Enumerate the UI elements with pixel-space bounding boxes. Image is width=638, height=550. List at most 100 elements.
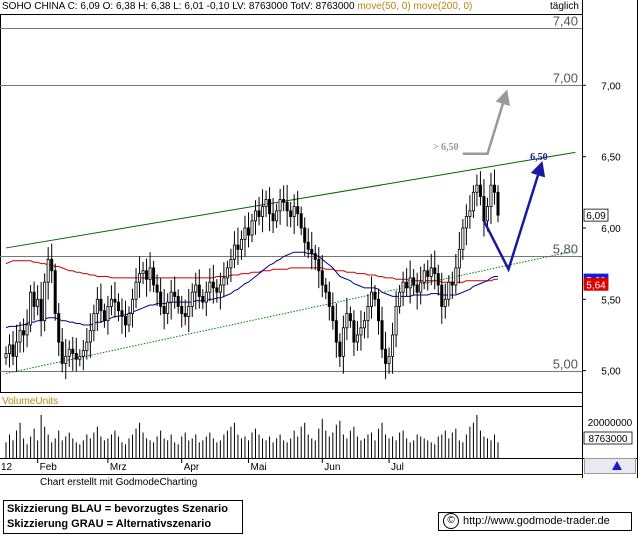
source-link-box[interactable]: © http://www.godmode-trader.de	[438, 512, 632, 531]
volume-current-label: 8763000	[589, 434, 628, 445]
candle-body	[433, 267, 437, 275]
trendline-lower	[5, 250, 576, 374]
candle-body	[257, 210, 261, 217]
candle-body	[313, 253, 317, 260]
candle-body	[415, 284, 419, 293]
candle-body	[208, 281, 212, 293]
candle-body	[102, 310, 106, 322]
volume-scale-label: 20000000	[588, 418, 633, 429]
candle-body	[15, 341, 19, 357]
horizontal-level-label: 5,80	[553, 242, 578, 257]
candle-body	[464, 216, 468, 229]
x-month-label: Mrz	[110, 462, 127, 473]
candle-body	[246, 227, 250, 236]
volume-current-box	[583, 431, 633, 445]
candle-body	[134, 281, 138, 300]
candle-body	[222, 277, 226, 286]
y-tick-label: 7,00	[601, 81, 621, 92]
candle-body	[296, 206, 300, 215]
high-value: H: 6,38	[138, 1, 171, 12]
candle-body	[127, 313, 131, 326]
triangle-icon	[612, 461, 622, 470]
candle-body	[194, 284, 198, 293]
candle-body	[106, 306, 110, 322]
candle-body	[450, 281, 454, 286]
candle-body	[440, 284, 444, 307]
price-tag-label: 6,09	[586, 211, 606, 222]
y-tick-label: 5,00	[601, 367, 621, 378]
candle-body	[485, 206, 489, 222]
candle-body	[159, 291, 163, 307]
candle-body	[120, 310, 124, 317]
candle-body	[348, 313, 352, 322]
candle-body	[180, 306, 184, 314]
candle-body	[436, 273, 440, 286]
open-value: O: 6,38	[102, 1, 136, 12]
candle-body	[341, 327, 345, 357]
candle-body	[141, 270, 145, 275]
candle-body	[327, 291, 331, 307]
candle-body	[74, 353, 78, 360]
scenario-arrow-blau	[482, 160, 546, 273]
candle-body	[18, 330, 22, 343]
candle-body	[32, 291, 36, 307]
candle-body	[387, 355, 391, 364]
candle-body	[478, 184, 482, 197]
candle-body	[457, 248, 461, 269]
candle-body	[324, 284, 328, 293]
note-grey-scenario: Skizzierung GRAU = Alternativszenario	[7, 518, 212, 530]
ma200-line	[5, 260, 498, 283]
candle-body	[197, 284, 201, 297]
candle-body	[225, 267, 229, 279]
candle-body	[78, 355, 82, 360]
scenario-label-blau: 6,50	[530, 152, 548, 163]
candle-body	[268, 199, 272, 215]
candle-body	[475, 184, 479, 193]
price-tag-label: 5,64	[586, 280, 606, 291]
moving-average-legend: move(50, 0) move(200, 0)	[357, 1, 473, 12]
candle-body	[352, 320, 356, 343]
scenario-label-grau: > 6,50	[433, 142, 459, 153]
candle-body	[190, 291, 194, 307]
candle-body	[264, 199, 268, 207]
candle-body	[377, 298, 381, 322]
candle-body	[243, 227, 247, 240]
candle-body	[53, 270, 57, 314]
candle-body	[496, 191, 500, 216]
candle-body	[11, 344, 15, 357]
horizontal-level-label: 5,00	[553, 357, 578, 372]
candle-body	[461, 227, 465, 250]
candle-body	[239, 238, 243, 250]
source-url[interactable]: http://www.godmode-trader.de	[463, 515, 610, 527]
candle-body	[384, 348, 388, 364]
candle-body	[285, 201, 289, 212]
candle-body	[391, 334, 395, 357]
chart-menu-button[interactable]	[584, 458, 636, 474]
chart-header: SOHO CHINA C: 6,09 O: 6,38 H: 6,38 L: 6,…	[2, 1, 472, 12]
candle-body	[4, 353, 8, 359]
candle-body	[155, 284, 159, 293]
candle-body	[380, 320, 384, 350]
candle-body	[359, 327, 363, 336]
candle-body	[113, 298, 117, 303]
candle-body	[236, 244, 240, 250]
candle-body	[292, 206, 296, 217]
candle-body	[201, 296, 205, 303]
y-tick-label: 5,50	[601, 295, 621, 306]
candle-body	[22, 330, 26, 336]
horizontal-level-label: 7,00	[553, 71, 578, 86]
x-month-label: Jun	[324, 462, 340, 473]
candle-body	[394, 306, 398, 336]
candle-body	[320, 270, 324, 286]
candle-body	[303, 227, 307, 243]
candle-body	[116, 301, 120, 312]
symbol-name: SOHO CHINA	[2, 1, 65, 12]
candle-body	[468, 210, 472, 217]
candle-body	[85, 341, 89, 352]
candle-body	[471, 191, 475, 212]
x-month-label: Apr	[184, 462, 200, 473]
copyright-icon: ©	[443, 513, 459, 530]
volume-panel-label: VolumeUnits	[2, 396, 59, 407]
candle-body	[250, 220, 254, 236]
candle-body	[398, 291, 402, 307]
